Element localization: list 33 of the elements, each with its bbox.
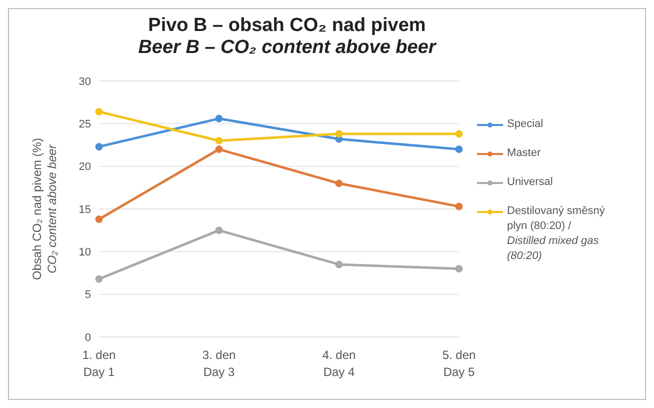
point bbox=[215, 146, 223, 154]
point bbox=[95, 215, 103, 223]
y-tick-label: 5 bbox=[84, 289, 91, 302]
y-tick-label: 30 bbox=[78, 76, 91, 88]
legend-label: Master bbox=[507, 146, 541, 161]
y-tick-label: 20 bbox=[78, 161, 91, 174]
y-axis-title: Obsah CO₂ nad pivem (%) CO₂ content above beer bbox=[30, 138, 59, 280]
legend-label: Special bbox=[507, 117, 544, 132]
y-tick-label: 15 bbox=[78, 204, 91, 216]
y-tick-label: 25 bbox=[78, 118, 91, 131]
x-tick-label: 5. den Day 5 bbox=[442, 348, 476, 379]
legend-label: Universal bbox=[507, 175, 553, 190]
point bbox=[455, 264, 463, 272]
y-tick-label: 0 bbox=[84, 332, 91, 344]
point bbox=[215, 136, 223, 144]
point bbox=[335, 180, 343, 188]
point bbox=[455, 146, 463, 154]
x-tick-label: 3. den Day 3 bbox=[202, 348, 236, 379]
point bbox=[455, 130, 463, 138]
point bbox=[95, 142, 103, 150]
point bbox=[335, 260, 343, 268]
x-tick-label: 1. den Day 1 bbox=[82, 348, 116, 379]
point bbox=[95, 108, 103, 116]
point bbox=[215, 226, 223, 234]
x-tick-label: 4. den Day 4 bbox=[322, 348, 356, 379]
point bbox=[95, 275, 103, 283]
point bbox=[335, 130, 343, 138]
point bbox=[455, 202, 463, 210]
chart-subtitle: Beer B – CO₂ content above beer bbox=[137, 37, 438, 59]
chart-title: Pivo B – obsah CO₂ nad pivem bbox=[147, 15, 427, 37]
point bbox=[215, 114, 223, 122]
legend-label: Destilovaný směsný plyn (80:20) / Distilled mixed gas (80:20) bbox=[507, 204, 606, 264]
y-tick-label: 10 bbox=[78, 246, 91, 259]
